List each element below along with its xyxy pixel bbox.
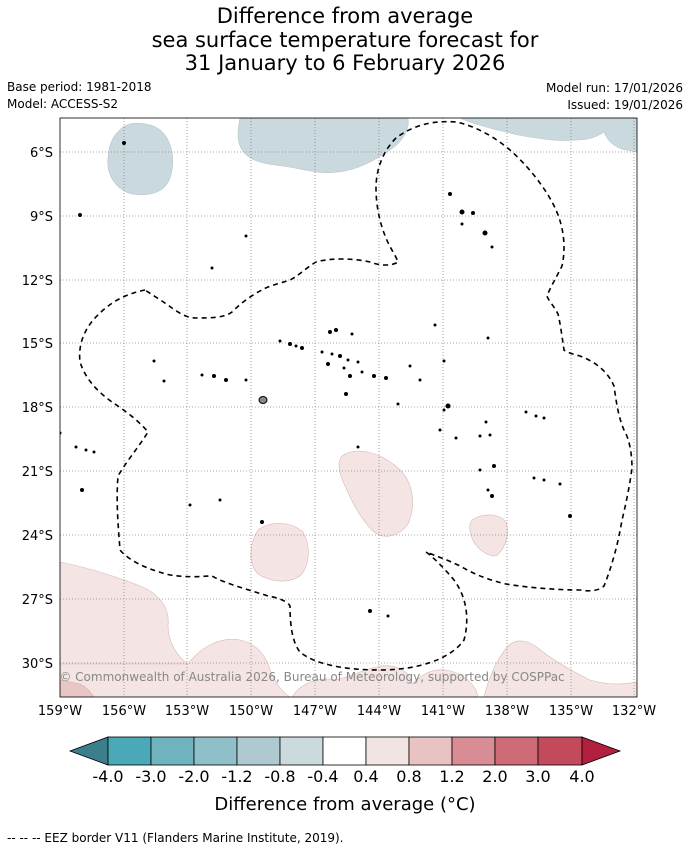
lon-label: 141°W <box>421 704 465 719</box>
colorbar-tick-label: -4.0 <box>92 767 123 786</box>
island-markers <box>60 141 572 618</box>
lat-label: 12°S <box>22 274 53 289</box>
colorbar-tick-label: 0.8 <box>396 767 421 786</box>
warm-anomaly-region <box>338 450 413 537</box>
warm-anomaly-region <box>291 665 479 697</box>
colorbar-extend-high <box>581 736 622 766</box>
lon-label: 153°W <box>165 704 209 719</box>
lat-label: 27°S <box>22 593 53 608</box>
colorbar-swatch <box>408 736 453 766</box>
warm-anomaly-region <box>250 523 309 582</box>
eez-footnote: -- -- -- EEZ border V11 (Flanders Marine… <box>7 831 344 845</box>
colorbar-tick-label: -0.4 <box>307 767 338 786</box>
lat-label: 18°S <box>22 401 53 416</box>
lon-label: 150°W <box>229 704 273 719</box>
colorbar-swatch <box>150 736 195 766</box>
lon-label: 138°W <box>485 704 529 719</box>
lon-label: 156°W <box>102 704 146 719</box>
map-area: © Commonwealth of Australia 2026, Bureau… <box>59 118 637 697</box>
issued-date: Issued: 19/01/2026 <box>567 98 683 112</box>
lon-label: 132°W <box>612 704 656 719</box>
cool-anomaly-region <box>459 118 637 153</box>
warm-anomaly-region <box>60 638 291 697</box>
colorbar-tick-label: -1.2 <box>221 767 252 786</box>
colorbar-swatch <box>365 736 410 766</box>
colorbar-swatch <box>279 736 324 766</box>
colorbar-swatch <box>107 736 152 766</box>
base-period: Base period: 1981-2018 <box>7 80 152 94</box>
warm-anomaly-region <box>483 640 637 697</box>
cool-anomaly-region <box>237 118 409 173</box>
colorbar-tick-label: 0.4 <box>353 767 378 786</box>
warm-anomaly-region <box>469 514 508 557</box>
lon-label: 135°W <box>549 704 593 719</box>
colorbar-swatch <box>451 736 496 766</box>
lon-label: 159°W <box>38 704 82 719</box>
title-line-3: 31 January to 6 February 2026 <box>184 51 506 75</box>
colorbar-swatch <box>494 736 539 766</box>
tahiti-island <box>258 396 268 404</box>
copyright-notice: © Commonwealth of Australia 2026, Bureau… <box>59 670 564 684</box>
cool-anomaly-region <box>107 122 173 196</box>
colorbar-extend-low <box>68 736 109 766</box>
eez-border-line <box>78 120 633 671</box>
title-line-2: sea surface temperature forecast for <box>151 28 539 52</box>
colorbar-swatch <box>537 736 583 766</box>
lat-label: 6°S <box>30 146 53 161</box>
colorbar-swatch <box>236 736 281 766</box>
colorbar-tick-label: 2.0 <box>482 767 507 786</box>
title-line-1: Difference from average <box>216 4 474 28</box>
lat-label: 21°S <box>22 465 53 480</box>
model-run: Model run: 17/01/2026 <box>545 81 683 95</box>
colorbar-tick-label: 4.0 <box>569 767 594 786</box>
lat-label: 24°S <box>22 529 53 544</box>
colorbar-tick-label: 1.2 <box>439 767 464 786</box>
lon-label: 147°W <box>293 704 337 719</box>
lat-label: 9°S <box>30 210 53 225</box>
colorbar-tick-label: -2.0 <box>178 767 209 786</box>
map-frame <box>59 117 638 698</box>
lat-label: 15°S <box>22 337 53 352</box>
colorbar-label: Difference from average (°C) <box>214 794 476 815</box>
colorbar-swatch <box>322 736 367 766</box>
colorbar-swatch <box>193 736 238 766</box>
lon-label: 144°W <box>357 704 401 719</box>
model-name: Model: ACCESS-S2 <box>7 97 119 111</box>
lat-label: 30°S <box>22 657 53 672</box>
colorbar-tick-label: -0.8 <box>264 767 295 786</box>
colorbar-tick-label: -3.0 <box>135 767 166 786</box>
colorbar-tick-label: 3.0 <box>525 767 550 786</box>
